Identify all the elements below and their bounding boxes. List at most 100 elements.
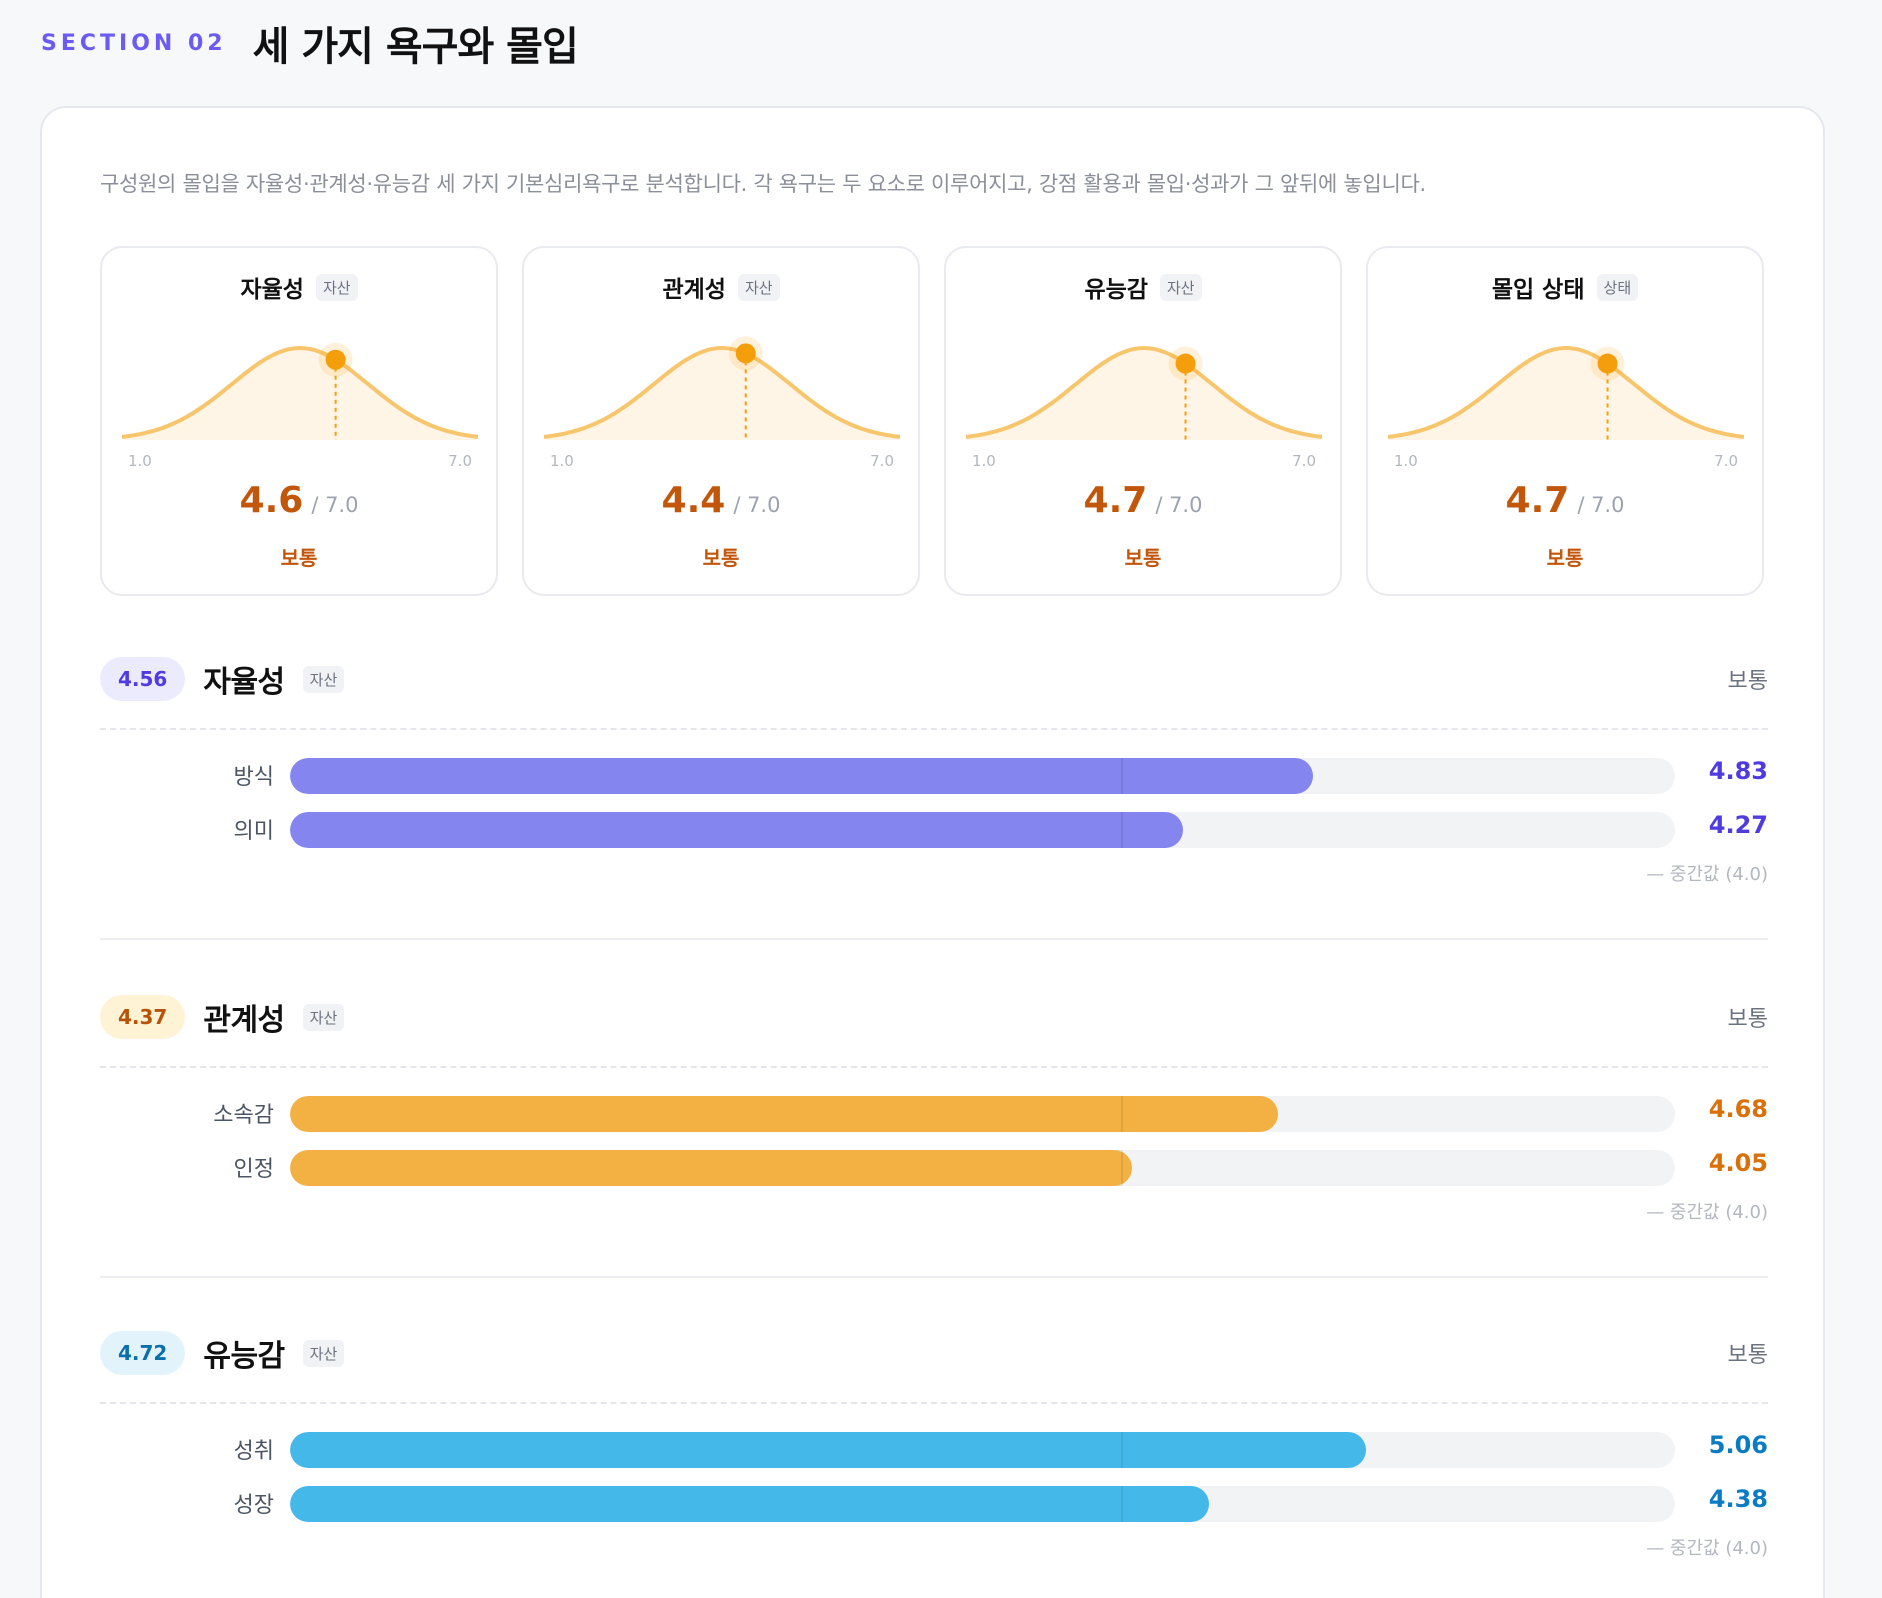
midpoint-line xyxy=(1121,812,1123,848)
need-item-track xyxy=(290,1432,1675,1468)
distribution-card: 관계성 자산 1.0 7.0 4.4 / 7.0 보통 xyxy=(522,246,920,596)
distribution-max: / 7.0 xyxy=(1155,493,1203,517)
axis-min-label: 1.0 xyxy=(550,452,574,470)
axis-min-label: 1.0 xyxy=(972,452,996,470)
distribution-level: 보통 xyxy=(280,546,318,570)
distribution-card: 몰입 상태 상태 1.0 7.0 4.7 / 7.0 보통 xyxy=(1366,246,1764,596)
curve-area xyxy=(1388,348,1744,440)
score-line: 4.7 / 7.0 xyxy=(1368,480,1762,521)
distribution-tag: 자산 xyxy=(737,273,780,301)
distribution-tag: 자산 xyxy=(315,273,358,301)
need-item-value: 4.38 xyxy=(1708,1485,1768,1513)
distribution-name: 자율성 xyxy=(240,277,304,303)
need-name: 유능감 xyxy=(203,1339,285,1374)
bell-curve-chart xyxy=(1388,345,1744,440)
distribution-name: 유능감 xyxy=(1084,277,1148,303)
midpoint-line xyxy=(1121,1432,1123,1468)
need-item-bar xyxy=(290,1150,1133,1186)
need-block: 4.56 자율성 자산 보통 방식 4.83 의미 4.2 xyxy=(100,654,1768,886)
distribution-max: / 7.0 xyxy=(311,493,359,517)
axis-max-label: 7.0 xyxy=(448,452,472,470)
curve-line xyxy=(122,345,478,439)
distribution-score: 4.6 xyxy=(239,480,304,521)
need-item-label: 성장 xyxy=(233,1493,274,1518)
need-item-bar xyxy=(290,1096,1278,1132)
need-item-bar xyxy=(290,1432,1366,1468)
need-item-label: 의미 xyxy=(233,819,274,844)
midpoint-line xyxy=(1121,1150,1123,1186)
distribution-level: 보통 xyxy=(702,546,740,570)
need-item-value: 4.83 xyxy=(1708,757,1768,785)
distribution-header: 몰입 상태 상태 xyxy=(1368,270,1762,304)
need-tag: 자산 xyxy=(302,1339,345,1367)
midpoint-line xyxy=(1121,1096,1123,1132)
need-header: 4.56 자율성 자산 보통 xyxy=(100,654,1768,704)
curve-area xyxy=(544,348,900,440)
need-item-bar xyxy=(290,1486,1209,1522)
need-item-value: 4.27 xyxy=(1708,811,1768,839)
distribution-max: / 7.0 xyxy=(1577,493,1625,517)
section-divider xyxy=(100,1276,1768,1278)
midpoint-line xyxy=(1121,1486,1123,1522)
midpoint-line xyxy=(1121,758,1123,794)
need-header: 4.37 관계성 자산 보통 xyxy=(100,992,1768,1042)
score-line: 4.4 / 7.0 xyxy=(524,480,918,521)
axis-max-label: 7.0 xyxy=(1714,452,1738,470)
need-item-track xyxy=(290,812,1675,848)
need-item-row: 성취 5.06 xyxy=(100,1420,1768,1474)
curve-line xyxy=(544,345,900,439)
need-item-label: 인정 xyxy=(233,1157,274,1182)
axis-max-label: 7.0 xyxy=(870,452,894,470)
midpoint-note: — 중간값 (4.0) xyxy=(1646,864,1768,885)
midpoint-note: — 중간값 (4.0) xyxy=(1646,1202,1768,1223)
midpoint-note: — 중간값 (4.0) xyxy=(1646,1538,1768,1559)
need-item-bar xyxy=(290,812,1184,848)
axis-min-label: 1.0 xyxy=(1394,452,1418,470)
need-item-track xyxy=(290,1486,1675,1522)
need-name: 관계성 xyxy=(203,1003,285,1038)
need-item-track xyxy=(290,1150,1675,1186)
distribution-header: 자율성 자산 xyxy=(102,270,496,304)
intro-text: 구성원의 몰입을 자율성·관계성·유능감 세 가지 기본심리욕구로 분석합니다.… xyxy=(100,172,1426,196)
distribution-tag: 자산 xyxy=(1159,273,1202,301)
dashed-divider xyxy=(100,728,1768,730)
distribution-tag: 상태 xyxy=(1596,273,1639,301)
axis-max-label: 7.0 xyxy=(1292,452,1316,470)
distribution-score: 4.7 xyxy=(1083,480,1148,521)
bell-curve-chart xyxy=(122,342,478,440)
distribution-header: 관계성 자산 xyxy=(524,270,918,304)
curve-line xyxy=(1388,345,1744,439)
curve-area xyxy=(966,348,1322,440)
need-item-row: 방식 4.83 xyxy=(100,746,1768,800)
distribution-max: / 7.0 xyxy=(733,493,781,517)
need-block: 4.37 관계성 자산 보통 소속감 4.68 인정 4. xyxy=(100,992,1768,1224)
dashed-divider xyxy=(100,1402,1768,1404)
bell-curve-chart xyxy=(966,345,1322,440)
need-item-value: 5.06 xyxy=(1708,1431,1768,1459)
distribution-name: 몰입 상태 xyxy=(1491,277,1585,303)
curve-area xyxy=(122,348,478,440)
need-item-label: 방식 xyxy=(233,765,274,790)
need-tag: 자산 xyxy=(302,665,345,693)
need-score-pill: 4.72 xyxy=(100,1331,186,1375)
distribution-score: 4.4 xyxy=(661,480,726,521)
score-line: 4.7 / 7.0 xyxy=(946,480,1340,521)
need-item-row: 인정 4.05 xyxy=(100,1138,1768,1192)
need-item-label: 소속감 xyxy=(213,1103,274,1128)
need-header: 4.72 유능감 자산 보통 xyxy=(100,1328,1768,1378)
distribution-level: 보통 xyxy=(1124,546,1162,570)
need-item-track xyxy=(290,1096,1675,1132)
distribution-score: 4.7 xyxy=(1505,480,1570,521)
need-item-value: 4.68 xyxy=(1708,1095,1768,1123)
score-line: 4.6 / 7.0 xyxy=(102,480,496,521)
need-score-pill: 4.56 xyxy=(100,657,186,701)
need-item-row: 소속감 4.68 xyxy=(100,1084,1768,1138)
curve-line xyxy=(966,345,1322,439)
distribution-level: 보통 xyxy=(1546,546,1584,570)
need-name: 자율성 xyxy=(203,665,285,700)
need-item-label: 성취 xyxy=(233,1439,274,1464)
need-item-value: 4.05 xyxy=(1708,1149,1768,1177)
section-title: 세 가지 욕구와 몰입 xyxy=(252,24,579,70)
need-item-track xyxy=(290,758,1675,794)
need-item-row: 의미 4.27 xyxy=(100,800,1768,854)
